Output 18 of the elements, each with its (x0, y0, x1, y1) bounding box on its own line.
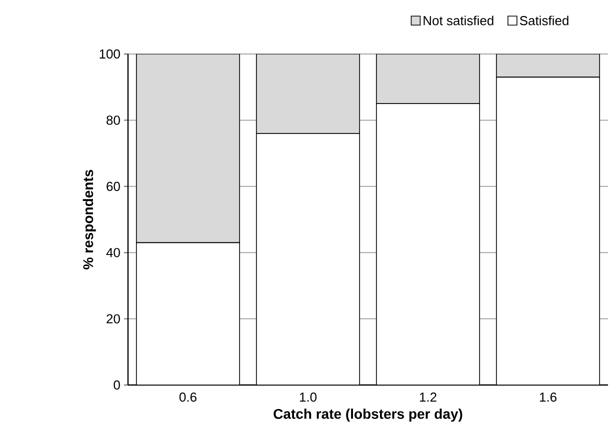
y-tick-label: 20 (106, 314, 120, 324)
legend-label: Satisfied (520, 16, 568, 26)
x-tick-label: 0.6 (179, 392, 196, 402)
x-axis-title: Catch rate (lobsters per day) (274, 408, 462, 422)
y-tick-label: 60 (106, 182, 120, 191)
bar (376, 54, 480, 104)
x-tick-label: 1.6 (540, 392, 556, 402)
y-tick-label: 0 (114, 380, 120, 390)
x-tick-label: 1.0 (300, 392, 317, 402)
y-tick-label: 80 (106, 116, 120, 125)
y-tick-label: 40 (106, 248, 120, 258)
y-tick-label: 100 (100, 49, 120, 59)
x-tick-label: 1.2 (420, 392, 436, 402)
legend-label: Not satisfied (424, 16, 494, 26)
bar (256, 54, 360, 134)
bar (136, 54, 240, 244)
y-axis-title: % respondents (82, 170, 96, 270)
bar (496, 54, 600, 78)
